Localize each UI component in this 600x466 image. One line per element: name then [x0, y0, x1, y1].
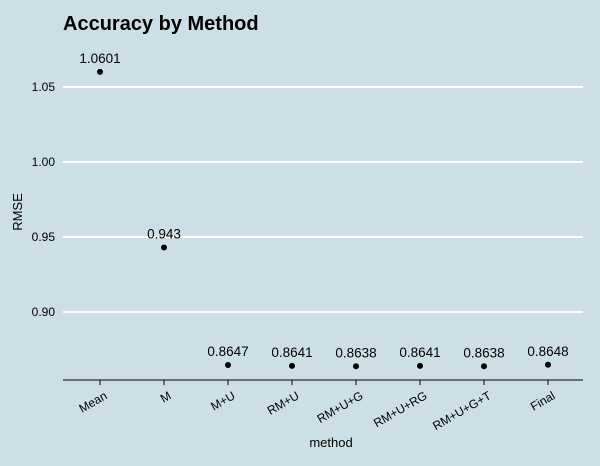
chart-title: Accuracy by Method — [63, 13, 259, 35]
point-layer — [97, 68, 551, 370]
grid-layer — [63, 86, 583, 313]
y-tick-label: 0.95 — [32, 230, 56, 244]
y-tick-label: 1.05 — [32, 80, 56, 94]
data-point — [289, 362, 295, 369]
data-point — [97, 68, 103, 75]
data-label: 0.8648 — [527, 344, 568, 359]
data-label: 0.8638 — [335, 345, 376, 360]
x-axis-title: method — [309, 435, 352, 450]
y-tick-label: 1.00 — [32, 155, 56, 169]
data-point — [353, 363, 359, 370]
y-tick-label: 0.90 — [32, 305, 56, 319]
data-label: 1.0601 — [79, 51, 120, 66]
data-label: 0.8647 — [207, 344, 248, 359]
data-label: 0.943 — [147, 227, 181, 242]
data-point — [161, 244, 167, 251]
data-label: 0.8641 — [399, 345, 440, 360]
y-axis-title: RMSE — [10, 193, 25, 231]
data-point — [225, 361, 231, 368]
data-point — [417, 362, 423, 369]
label-layer: 1.0601 0.943 0.8647 0.8641 0.8638 0.8641 0.863… — [79, 51, 568, 360]
data-point — [545, 361, 551, 368]
data-point — [481, 363, 487, 370]
data-label: 0.8641 — [271, 345, 312, 360]
data-label: 0.8638 — [463, 345, 504, 360]
